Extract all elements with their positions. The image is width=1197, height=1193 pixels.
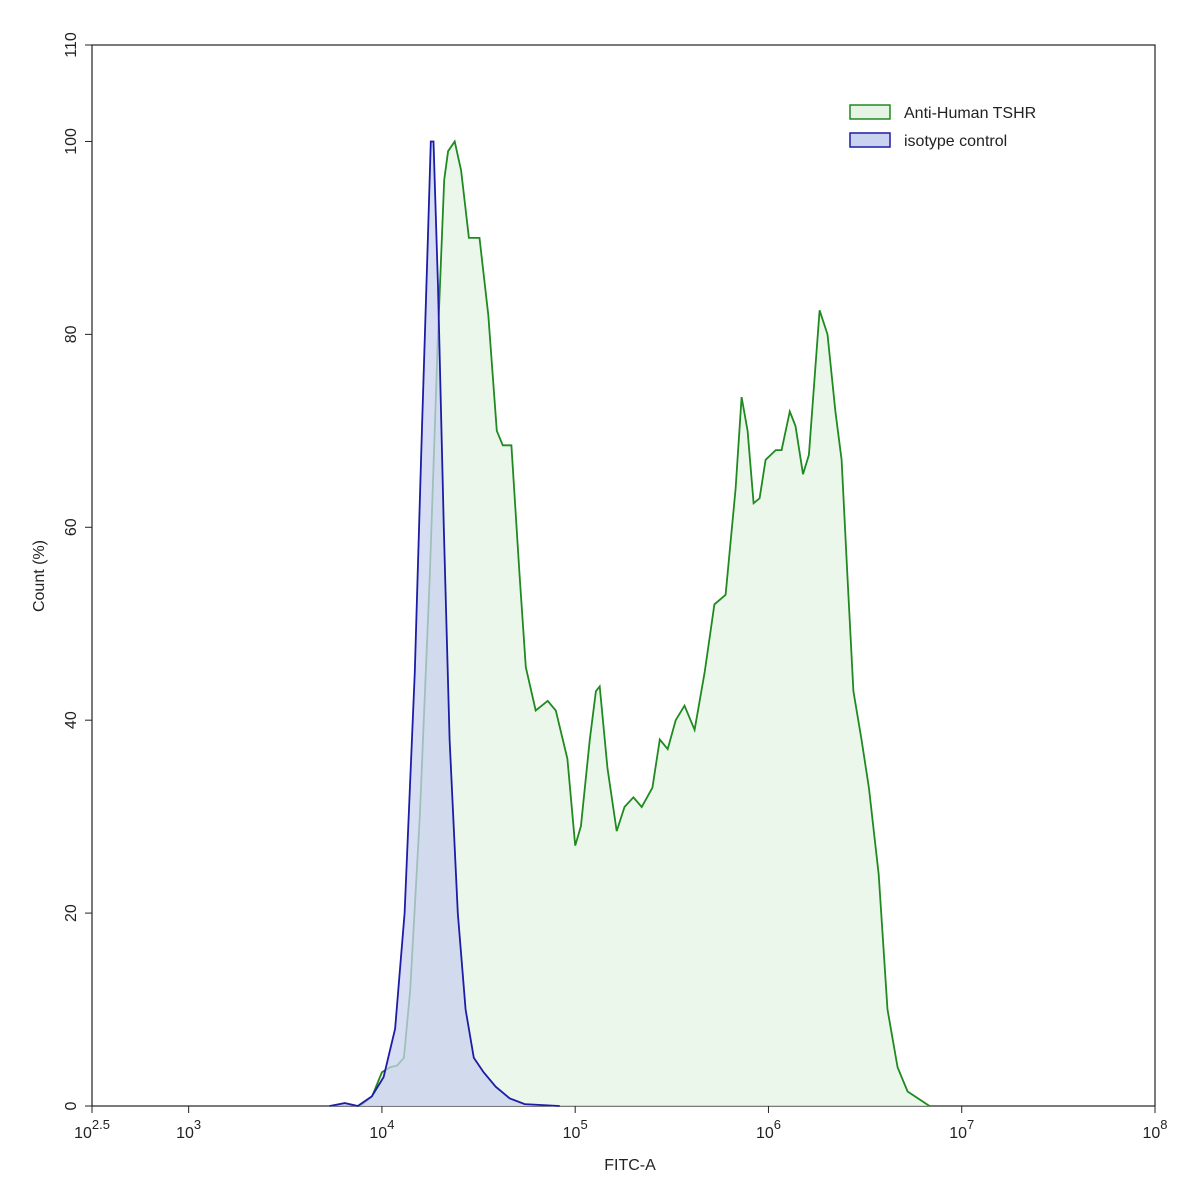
tick-exponent: 3 [194,1117,201,1132]
x-tick-label: 107 [949,1117,974,1142]
tick-base: 10 [74,1125,92,1142]
tick-exponent: 8 [1160,1117,1167,1132]
y-axis-label: Count (%) [31,540,48,612]
x-tick-label: 103 [176,1117,201,1142]
x-tick-label: 102.5 [74,1117,110,1142]
tick-exponent: 4 [387,1117,394,1132]
y-tick-label: 60 [63,518,80,536]
tick-exponent: 6 [774,1117,781,1132]
x-tick-label: 104 [369,1117,394,1142]
legend-label: Anti-Human TSHR [904,105,1036,122]
plot-area [329,139,930,1107]
y-tick-label: 0 [63,1101,80,1110]
tick-exponent: 7 [967,1117,974,1132]
tick-base: 10 [563,1125,581,1142]
tick-base: 10 [1142,1125,1160,1142]
y-tick-label: 110 [63,32,80,58]
tick-base: 10 [756,1125,774,1142]
tick-exponent: 2.5 [92,1117,110,1132]
histogram-line [359,139,930,1107]
y-tick-label: 20 [63,904,80,922]
tick-exponent: 5 [580,1117,587,1132]
area-fill [329,141,560,1106]
legend-swatch [849,104,891,120]
tick-base: 10 [176,1125,194,1142]
y-tick-label: 100 [63,128,80,155]
x-tick-label: 108 [1142,1117,1167,1142]
x-axis-label: FITC-A [604,1157,656,1174]
area-fill [359,141,930,1106]
x-tick-label: 105 [563,1117,588,1142]
y-tick-label: 40 [63,711,80,729]
x-tick-label: 106 [756,1117,781,1142]
histogram-line [329,140,560,1107]
y-tick-label: 80 [63,325,80,343]
tick-base: 10 [369,1125,387,1142]
legend-label: isotype control [904,133,1007,150]
tick-base: 10 [949,1125,967,1142]
legend-swatch [849,132,891,148]
